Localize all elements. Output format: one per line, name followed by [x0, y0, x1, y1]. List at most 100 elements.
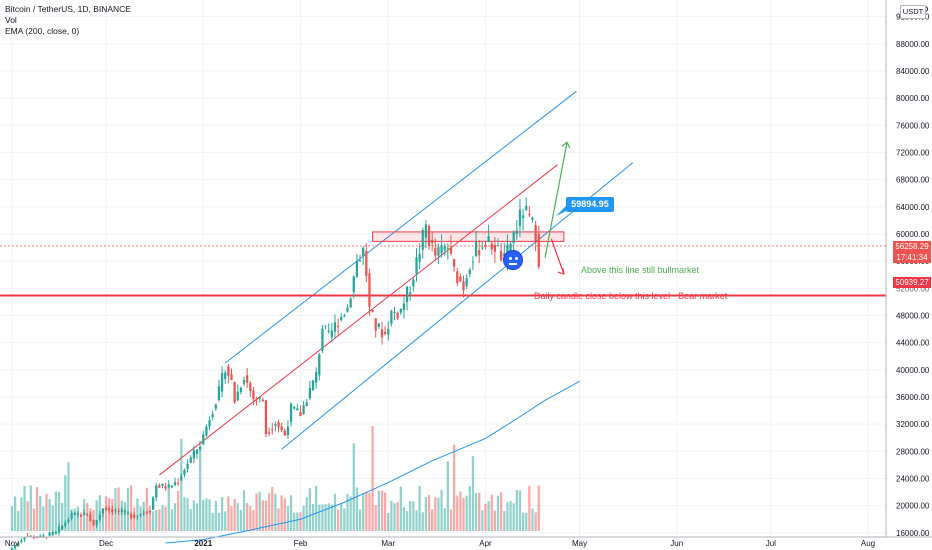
- candle-body: [528, 214, 531, 216]
- candle-body: [452, 259, 456, 267]
- volume-bar: [180, 438, 183, 531]
- volume-bar: [283, 498, 286, 531]
- volume-bar: [465, 495, 468, 531]
- candle-body: [155, 485, 158, 498]
- volume-bar: [29, 485, 32, 531]
- candle-body: [70, 513, 73, 519]
- volume-bar: [352, 443, 355, 531]
- callout-pointer: [556, 206, 566, 216]
- countdown-tag: 17:41:34: [893, 252, 931, 263]
- current-price-label: 56258.29: [895, 242, 929, 251]
- volume-bar: [195, 503, 199, 531]
- volume-bar: [101, 510, 105, 531]
- candle-body: [120, 509, 123, 512]
- volume-bar: [177, 490, 180, 531]
- candle-body: [412, 279, 415, 287]
- candle-body: [402, 303, 406, 311]
- volume-bar: [145, 487, 148, 531]
- candle-body: [271, 428, 274, 430]
- candle-body: [286, 426, 290, 436]
- candle-body: [227, 366, 230, 376]
- volume-bar: [393, 503, 396, 531]
- volume-bar: [293, 512, 296, 531]
- volume-bar: [358, 509, 362, 531]
- candle-body: [496, 245, 500, 247]
- channel-upper-line: [224, 90, 577, 364]
- candle-body: [10, 548, 14, 550]
- candle-body: [170, 485, 174, 488]
- candle-body: [32, 536, 36, 539]
- candle-body: [114, 509, 117, 511]
- ema-line: [165, 380, 580, 544]
- volume-bar: [111, 499, 114, 531]
- volume-bar: [108, 498, 111, 531]
- candle-body: [390, 310, 393, 324]
- ema-indicator-label[interactable]: EMA (200, close, 0): [5, 26, 80, 36]
- candle-body: [289, 403, 293, 422]
- y-tick-label: 48000.00: [896, 311, 930, 320]
- price-callout[interactable]: 59894.95: [566, 197, 614, 212]
- candle-body: [280, 426, 283, 431]
- currency-selector[interactable]: USDT: [900, 5, 926, 19]
- candle-body: [158, 485, 161, 488]
- candle-body: [481, 247, 484, 249]
- candle-body: [478, 250, 481, 256]
- candle-body: [208, 420, 211, 427]
- candle-body: [336, 325, 340, 327]
- candle-body: [327, 330, 330, 332]
- volume-bar: [51, 505, 54, 531]
- volume-bar: [349, 496, 352, 531]
- volume-bar: [104, 496, 108, 531]
- candle-body: [82, 512, 86, 515]
- y-tick-label: 84000.00: [896, 67, 930, 76]
- volume-bar: [239, 509, 243, 531]
- volume-bar: [418, 485, 421, 531]
- symbol-title[interactable]: Bitcoin / TetherUS, 1D, BINANCE: [5, 4, 131, 14]
- candle-body: [368, 273, 371, 307]
- volume-bar: [67, 462, 70, 531]
- volume-bar: [412, 501, 415, 531]
- volume-bar: [170, 509, 174, 531]
- volume-bar: [123, 502, 127, 531]
- volume-bar: [57, 492, 61, 531]
- volume-bar: [26, 501, 29, 531]
- candle-body: [54, 531, 58, 534]
- x-tick-label: Dec: [99, 539, 113, 548]
- volume-bar: [136, 498, 139, 531]
- volume-bar: [173, 503, 177, 531]
- candle-body: [195, 449, 199, 454]
- x-tick-label: Nov: [5, 539, 19, 548]
- candle-body: [164, 486, 167, 489]
- candle-body: [330, 330, 333, 338]
- volume-bar: [296, 512, 299, 531]
- resistance-zone: [372, 231, 565, 242]
- volume-bar: [434, 497, 437, 531]
- y-tick-label: 52000.00: [896, 284, 930, 293]
- y-tick-label: 24000.00: [896, 474, 930, 483]
- candle-body: [434, 247, 437, 256]
- volume-indicator-label[interactable]: Vol: [5, 15, 17, 25]
- volume-bar: [183, 497, 186, 531]
- volume-bar: [431, 509, 434, 531]
- candle-body: [180, 476, 183, 481]
- volume-bar: [14, 496, 17, 531]
- candle-body: [525, 206, 528, 211]
- candle-body: [126, 512, 130, 514]
- volume-bar: [484, 503, 487, 531]
- candle-body: [308, 387, 312, 399]
- candle-body: [534, 225, 537, 243]
- y-tick-label: 40000.00: [896, 366, 930, 375]
- volume-bar: [327, 503, 330, 531]
- candle-body: [224, 372, 227, 379]
- volume-bar: [48, 499, 51, 531]
- bull-note: Above this line still bullmarket: [581, 265, 700, 275]
- volume-bar: [252, 510, 255, 531]
- volume-bar: [405, 511, 409, 531]
- volume-bar: [493, 510, 497, 531]
- chart-legend: Bitcoin / TetherUS, 1D, BINANCE Vol EMA …: [5, 4, 131, 37]
- candle-body: [252, 390, 255, 400]
- candle-body: [293, 406, 296, 409]
- y-tick-label: 64000.00: [896, 203, 930, 212]
- candle-body: [415, 257, 418, 275]
